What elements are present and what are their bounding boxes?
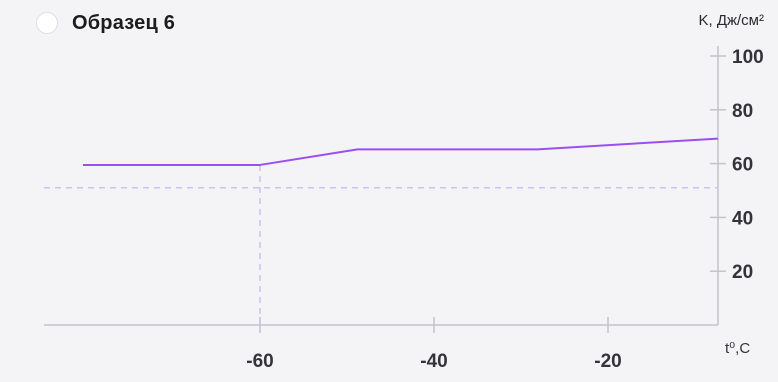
y-axis-unit: K, Дж/см² [698, 12, 764, 29]
y-tick-label: 60 [732, 155, 753, 176]
series-line-0 [83, 137, 719, 166]
chart-header: Образец 6 [36, 8, 175, 38]
x-tick-label: -40 [420, 351, 447, 372]
y-tick-label: 20 [732, 262, 753, 283]
y-tick-label: 80 [732, 101, 753, 122]
x-tick-label: -20 [594, 351, 621, 372]
chart-title: Образец 6 [72, 11, 176, 34]
x-axis-unit: t⁰,C [725, 340, 750, 357]
x-tick-label: -60 [246, 351, 273, 372]
y-tick-label: 40 [732, 208, 753, 229]
sample-radio-button[interactable] [36, 12, 58, 34]
chart-card: Образец 6 K, Дж/см² [14, 0, 778, 382]
y-tick-label: 100 [732, 47, 764, 68]
